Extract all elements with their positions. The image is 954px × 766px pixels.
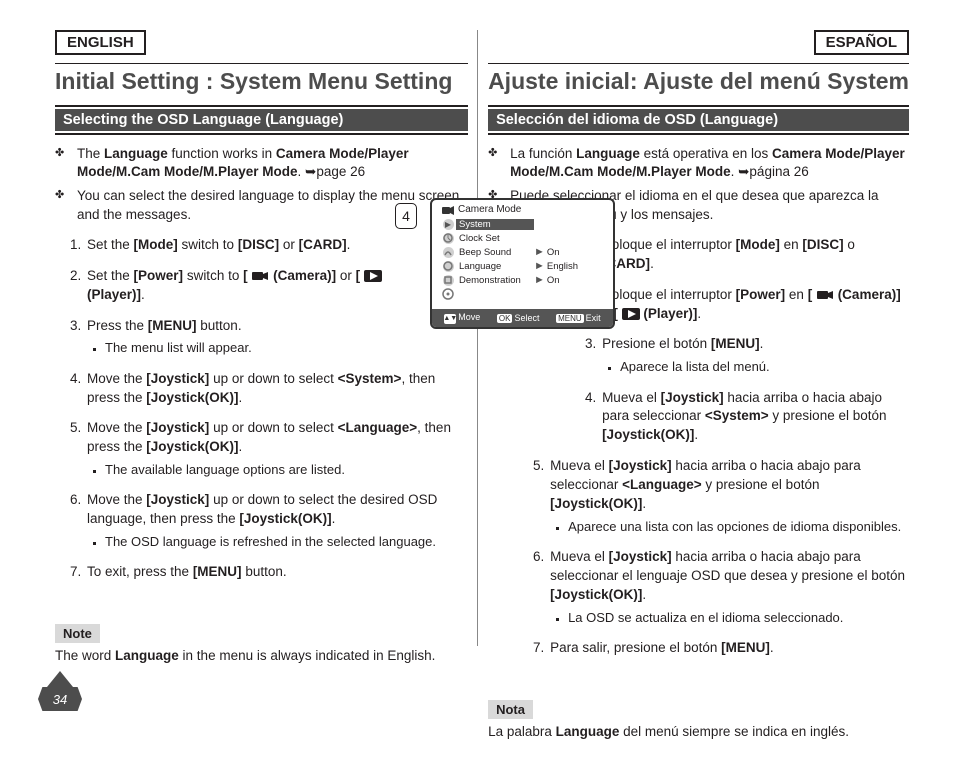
- osd-exit: Exit: [586, 313, 601, 323]
- osd-mode: Camera Mode: [456, 203, 525, 217]
- osd-move: Move: [458, 312, 480, 322]
- osd-row-icon: [443, 247, 454, 258]
- osd-row-label: Language: [456, 261, 534, 272]
- rule: [55, 63, 468, 64]
- section-bar-english: Selecting the OSD Language (Language): [55, 109, 468, 131]
- substep-item: The available language options are liste…: [105, 461, 468, 479]
- title-english: Initial Setting : System Menu Setting: [55, 68, 468, 95]
- note-text-spanish: La palabra Language del menú siempre se …: [488, 723, 909, 742]
- osd-select: Select: [514, 313, 539, 323]
- step-item: Move the [Joystick] up or down to select…: [85, 419, 468, 479]
- substep-item: The OSD language is refreshed in the sel…: [105, 533, 468, 551]
- osd-row-value: ►On: [534, 275, 560, 286]
- nav-dot-icon: ▶: [443, 219, 454, 230]
- bullet-item: La función Language está operativa en lo…: [506, 145, 909, 181]
- step-item: Mueva el [Joystick] hacia arriba o hacia…: [548, 548, 909, 627]
- step-item: Move the [Joystick] up or down to select…: [85, 491, 468, 551]
- step-item: Set the [Power] switch to [ (Camera)] or…: [85, 267, 437, 305]
- osd-menu-row: Clock Set: [436, 231, 609, 245]
- substep-item: La OSD se actualiza en el idioma selecci…: [568, 609, 909, 627]
- steps-english: Set the [Mode] switch to [DISC] or [CARD…: [55, 236, 468, 582]
- osd-menu-row: Demonstration►On: [436, 273, 609, 287]
- bullet-item: The Language function works in Camera Mo…: [73, 145, 468, 181]
- osd-screenshot: Camera Mode ▶ System Clock SetBeep Sound…: [430, 198, 615, 329]
- updown-icon: ▲▼: [444, 314, 456, 324]
- osd-row-icon: [443, 275, 454, 286]
- step-item: Move the [Joystick] up or down to select…: [85, 370, 437, 408]
- osd-rows: Clock SetBeep Sound►OnLanguage►EnglishDe…: [436, 231, 609, 287]
- osd-row-label: Demonstration: [456, 275, 534, 286]
- camera-icon: [441, 205, 455, 216]
- rule: [488, 63, 909, 64]
- substep-item: The menu list will appear.: [105, 339, 437, 357]
- gear-icon: [442, 288, 454, 300]
- osd-tab-system: System: [456, 219, 534, 230]
- step-item: Press the [MENU] button.The menu list wi…: [85, 317, 437, 358]
- osd-menu-row: Beep Sound►On: [436, 245, 609, 259]
- menu-badge: MENU: [556, 314, 584, 323]
- osd-row-icon: [443, 261, 454, 272]
- osd-row-icon: [443, 233, 454, 244]
- step-item: Presione el botón [MENU].Aparece la list…: [600, 335, 909, 376]
- substep-item: Aparece la lista del menú.: [620, 358, 909, 376]
- note-text-english: The word Language in the menu is always …: [55, 647, 468, 666]
- osd-row-value: ►English: [534, 261, 578, 272]
- note-label-english: Note: [55, 624, 100, 643]
- osd-footer: ▲▼Move OKSelect MENUExit: [432, 309, 613, 327]
- substep-item: Aparece una lista con las opciones de id…: [568, 518, 909, 536]
- ok-badge: OK: [497, 314, 513, 323]
- lang-tag-english: ENGLISH: [55, 30, 146, 55]
- osd-row-label: Beep Sound: [456, 247, 534, 258]
- step-item: Para salir, presione el botón [MENU].: [548, 639, 909, 658]
- lang-tag-spanish: ESPAÑOL: [814, 30, 909, 55]
- osd-row-label: Clock Set: [456, 233, 534, 244]
- page-number-value: 34: [38, 687, 82, 711]
- step-item: Mueva el [Joystick] hacia arriba o hacia…: [548, 457, 909, 536]
- figure-step-badge: 4: [395, 203, 417, 229]
- section-bar-spanish: Selección del idioma de OSD (Language): [488, 109, 909, 131]
- step-item: Coloque el interruptor [Power] en [ (Cam…: [600, 286, 909, 324]
- osd-menu-row: Language►English: [436, 259, 609, 273]
- step-item: Mueva el [Joystick] hacia arriba o hacia…: [600, 389, 909, 446]
- page-number: 34: [38, 687, 82, 711]
- title-spanish: Ajuste inicial: Ajuste del menú System: [488, 68, 909, 95]
- step-item: To exit, press the [MENU] button.: [85, 563, 468, 582]
- spanish-column: ESPAÑOL Ajuste inicial: Ajuste del menú …: [478, 30, 909, 736]
- english-column: ENGLISH Initial Setting : System Menu Se…: [55, 30, 478, 736]
- step-item: Set the [Mode] switch to [DISC] or [CARD…: [85, 236, 437, 255]
- osd-row-value: ►On: [534, 247, 560, 258]
- step-item: Coloque el interruptor [Mode] en [DISC] …: [600, 236, 909, 274]
- note-label-spanish: Nota: [488, 700, 533, 719]
